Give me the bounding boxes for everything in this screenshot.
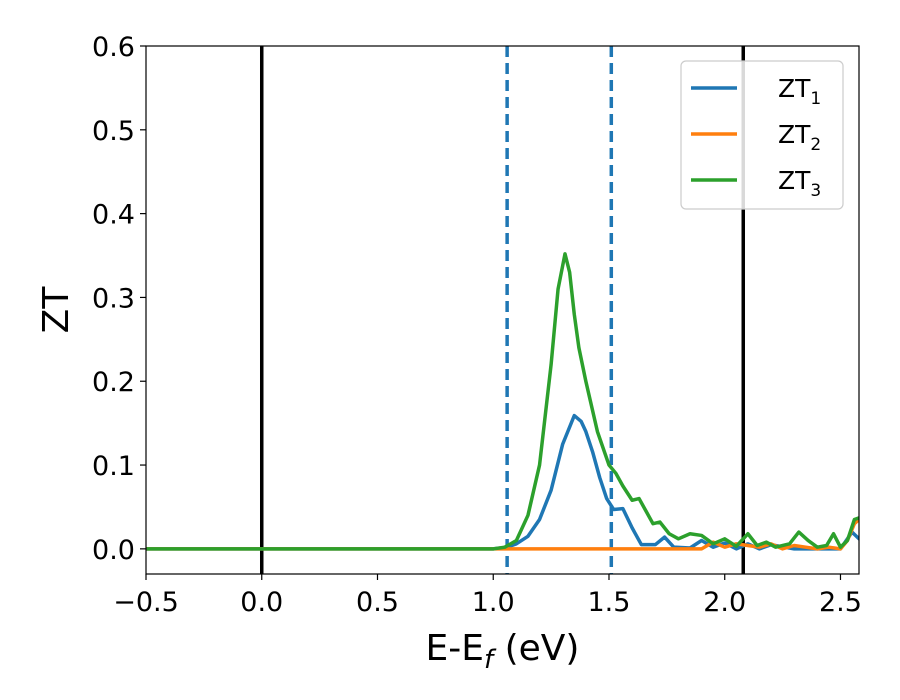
y-tick-label: 0.1 xyxy=(92,451,135,482)
x-tick-label: 1.0 xyxy=(472,587,515,618)
x-tick-label: 0.5 xyxy=(356,587,399,618)
x-tick-label: 0.0 xyxy=(240,587,283,618)
y-tick-label: 0.5 xyxy=(92,116,135,147)
series-group xyxy=(146,252,859,551)
x-tick-label: 2.0 xyxy=(703,587,746,618)
y-axis-label: ZT xyxy=(36,286,77,334)
plot-frame xyxy=(145,45,860,575)
x-tick-label: 1.5 xyxy=(588,587,631,618)
series-line-3 xyxy=(146,252,859,551)
legend-label-3: ZT3 xyxy=(778,166,821,201)
x-tick-label: −0.5 xyxy=(113,587,179,618)
y-tick-label: 0.2 xyxy=(92,367,135,398)
y-tick-label: 0.3 xyxy=(92,283,135,314)
ticks-layer: −0.5 0.0 0.5 1.0 1.5 2.0 2.5 0.0 0.1 0.2 0.3 0.4 0.5… xyxy=(92,32,862,618)
series-line-1 xyxy=(146,413,859,551)
y-tick-label: 0.6 xyxy=(92,32,135,63)
legend-label-2: ZT2 xyxy=(778,120,821,155)
y-tick-label: 0.0 xyxy=(92,535,135,566)
y-tick-label: 0.4 xyxy=(92,200,135,231)
legend-label-1: ZT1 xyxy=(778,74,821,109)
x-tick-label: 2.5 xyxy=(819,587,862,618)
legend: ZT1 ZT2 ZT3 xyxy=(680,60,844,210)
series-line-2 xyxy=(146,517,859,551)
legend-box xyxy=(680,60,844,210)
x-axis-label: E-Ef (eV) xyxy=(426,628,580,675)
